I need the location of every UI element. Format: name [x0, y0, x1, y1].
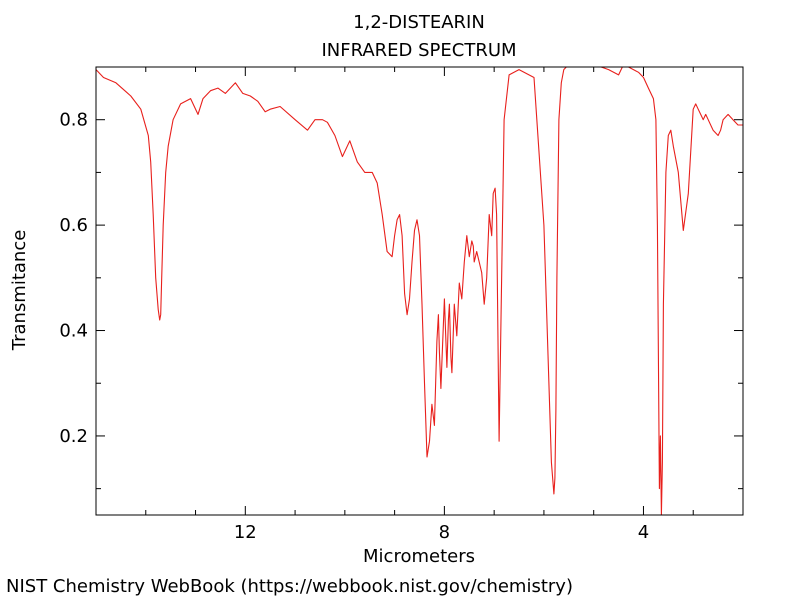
source-credit: NIST Chemistry WebBook (https://webbook.…	[6, 576, 573, 597]
y-axis-label: Transmitance	[9, 230, 30, 352]
plot-area	[96, 67, 743, 515]
axis-ticks: 12 8 4 0.2 0.4 0.6 0.8	[59, 67, 743, 543]
x-tick-label: 12	[234, 522, 257, 543]
x-tick-label: 8	[439, 522, 450, 543]
spectrum-line	[96, 67, 743, 515]
plot-frame	[95, 66, 744, 516]
x-tick-label: 4	[638, 522, 649, 543]
x-axis-label: Micrometers	[363, 546, 475, 567]
chart-title: 1,2-DISTEARIN	[353, 12, 485, 33]
y-tick-label: 0.6	[59, 215, 88, 236]
y-tick-label: 0.8	[59, 110, 88, 131]
y-tick-label: 0.4	[59, 321, 88, 342]
chart-subtitle: INFRARED SPECTRUM	[321, 40, 516, 61]
y-tick-label: 0.2	[59, 426, 88, 447]
